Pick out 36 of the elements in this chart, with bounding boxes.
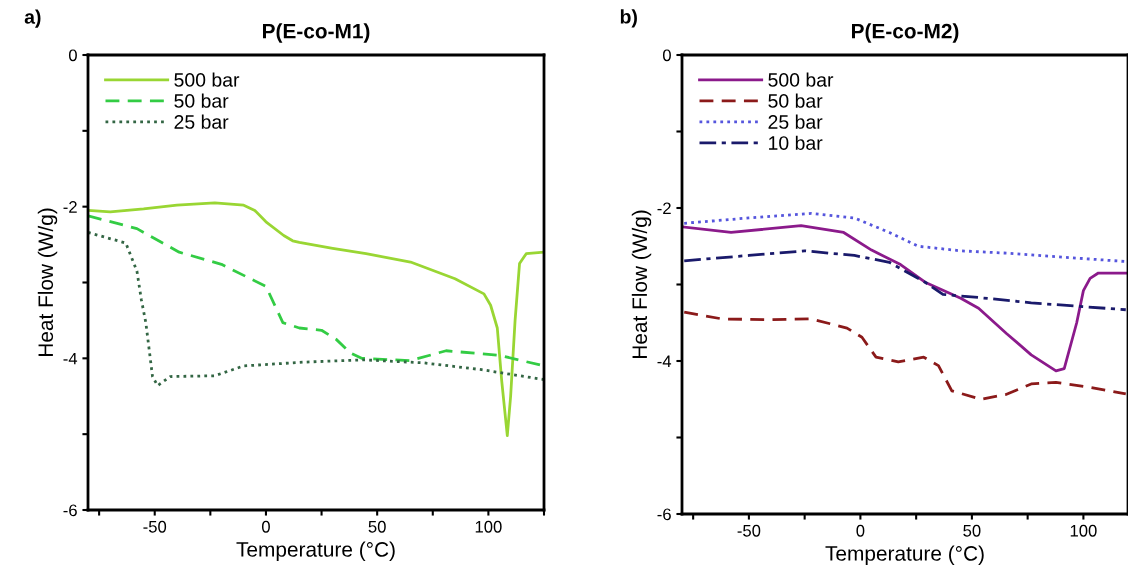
x-tick-label: 100 [475,520,502,533]
legend-label: 50 bar [174,93,229,108]
x-tick-label: 50 [963,524,981,537]
y-tick-label: 0 [68,49,77,62]
x-tick-label: 0 [261,520,270,533]
chart-title: P(E-co-M2) [852,23,959,43]
legend-label: 500 bar [768,72,834,87]
legend-label: 25 bar [174,114,229,129]
line-series [682,224,1128,373]
x-axis-title: Temperature (°C) [825,545,984,565]
line-series [88,201,544,438]
y-tick-label: -6 [63,504,77,517]
legend-label: 50 bar [768,93,823,108]
text: a) [24,9,41,28]
x-axis-title: Temperature (°C) [236,541,395,561]
legend-label: 500 bar [174,72,240,87]
x-tick-label: -50 [143,520,167,533]
x-tick-label: 0 [856,524,865,537]
chart-title: P(E-co-M1) [263,23,370,43]
y-tick-label: -6 [657,508,671,521]
x-tick-label: -50 [737,524,761,537]
line-series [682,249,1128,312]
legend-label: 25 bar [768,114,823,129]
x-tick-label: 100 [1070,524,1097,537]
y-tick-label: -2 [63,201,77,213]
y-tick-label: 0 [662,49,671,62]
y-tick-label: -4 [657,355,672,368]
y-tick-label: -2 [657,202,671,215]
y-tick-label: -4 [63,352,78,365]
line-series [682,310,1128,401]
y-axis-title: Heat Flow (W/g) [37,208,58,357]
line-series [88,231,544,388]
text: b) [620,9,637,28]
x-tick-label: 50 [368,520,386,533]
y-axis-title: Heat Flow (W/g) [631,210,652,359]
legend-label: 10 bar [769,135,823,150]
